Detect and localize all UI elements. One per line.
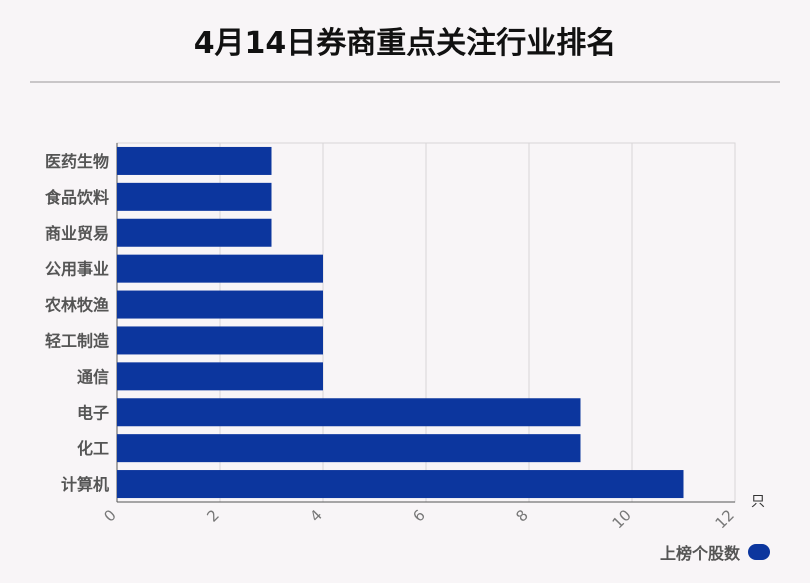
legend: 上榜个股数 <box>660 540 770 564</box>
bar <box>117 326 323 355</box>
bar <box>117 218 272 247</box>
category-label: 食品饮料 <box>44 188 109 207</box>
bar <box>117 362 323 391</box>
x-tick-label: 0 <box>100 506 119 525</box>
x-tick-label: 2 <box>203 506 222 525</box>
category-label: 电子 <box>77 403 109 422</box>
bar <box>117 434 581 463</box>
legend-label: 上榜个股数 <box>659 544 740 563</box>
bar <box>117 470 684 499</box>
category-label: 农林牧渔 <box>44 296 109 315</box>
chart-title: 4月14日券商重点关注行业排名 <box>193 26 617 61</box>
bar <box>117 182 272 211</box>
category-label: 轻工制造 <box>45 331 110 350</box>
legend-swatch <box>748 544 770 560</box>
bar <box>117 254 323 283</box>
x-tick-label: 12 <box>712 506 738 532</box>
x-tick-label: 6 <box>409 506 428 525</box>
category-label: 商业贸易 <box>45 224 109 243</box>
category-label: 通信 <box>77 367 109 386</box>
category-label: 化工 <box>77 439 109 458</box>
x-tick-label: 8 <box>512 506 531 525</box>
title-divider <box>30 81 780 83</box>
bar <box>117 290 323 319</box>
category-label: 医药生物 <box>45 152 109 171</box>
bar <box>117 146 272 175</box>
category-label: 计算机 <box>61 475 109 494</box>
x-unit-label: 只 <box>751 494 765 510</box>
category-label: 公用事业 <box>45 260 109 279</box>
bar <box>117 398 581 427</box>
x-tick-label: 4 <box>306 506 325 525</box>
x-tick-label: 10 <box>609 506 635 532</box>
